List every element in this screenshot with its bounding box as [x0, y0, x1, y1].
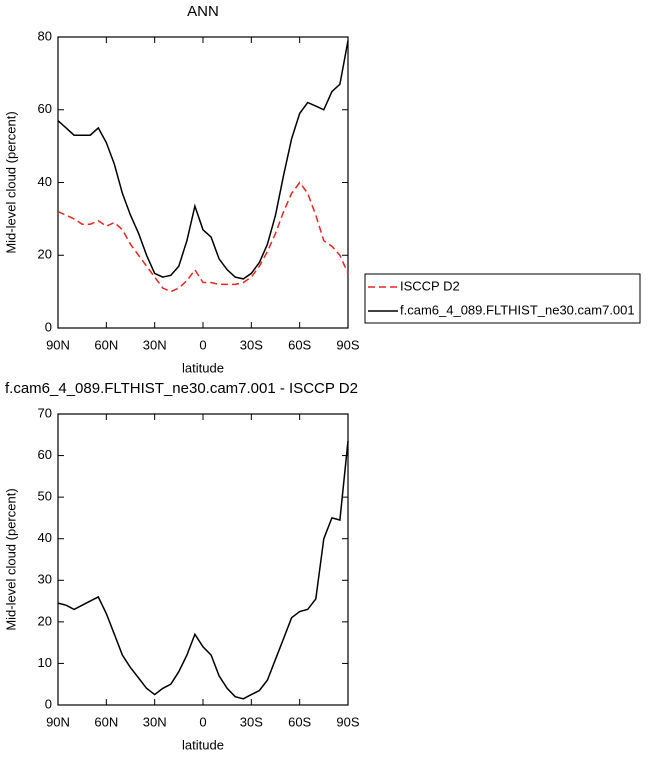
y-tick-label: 10 [38, 655, 52, 670]
x-tick-label: 30N [143, 337, 167, 352]
y-axis-label: Mid-level cloud (percent) [3, 111, 18, 253]
legend-label: ISCCP D2 [400, 278, 460, 293]
x-tick-label: 90N [46, 337, 70, 352]
x-tick-label: 30S [240, 714, 263, 729]
legend-label: f.cam6_4_089.FLTHIST_ne30.cam7.001 [400, 302, 635, 317]
x-tick-label: 0 [199, 337, 206, 352]
legend-box [364, 273, 641, 324]
plot-frame [57, 413, 349, 706]
y-tick-label: 50 [38, 489, 52, 504]
x-tick-label: 60S [288, 714, 311, 729]
y-axis-label: Mid-level cloud (percent) [3, 488, 18, 630]
y-tick-label: 60 [38, 447, 52, 462]
x-tick-label: 60S [288, 337, 311, 352]
x-axis-label: latitude [182, 737, 224, 752]
y-tick-label: 0 [45, 319, 52, 334]
y-tick-label: 40 [38, 174, 52, 189]
x-tick-label: 30S [240, 337, 263, 352]
series-line [57, 40, 349, 280]
plot-frame [57, 36, 349, 329]
series-line [57, 181, 349, 293]
x-tick-label: 30N [143, 714, 167, 729]
x-axis-label: latitude [182, 360, 224, 375]
y-tick-label: 40 [38, 530, 52, 545]
y-tick-label: 20 [38, 247, 52, 262]
chart-title: ANN [187, 3, 219, 20]
y-tick-label: 70 [38, 405, 52, 420]
y-tick-label: 80 [38, 28, 52, 43]
x-tick-label: 90S [336, 337, 359, 352]
y-tick-label: 30 [38, 572, 52, 587]
x-tick-label: 90S [336, 714, 359, 729]
y-tick-label: 0 [45, 696, 52, 711]
y-tick-label: 20 [38, 613, 52, 628]
y-tick-label: 60 [38, 101, 52, 116]
chart-title: f.cam6_4_089.FLTHIST_ne30.cam7.001 - ISC… [5, 380, 358, 397]
x-tick-label: 60N [94, 337, 118, 352]
series-line [57, 440, 349, 700]
x-tick-label: 90N [46, 714, 70, 729]
x-tick-label: 0 [199, 714, 206, 729]
x-tick-label: 60N [94, 714, 118, 729]
